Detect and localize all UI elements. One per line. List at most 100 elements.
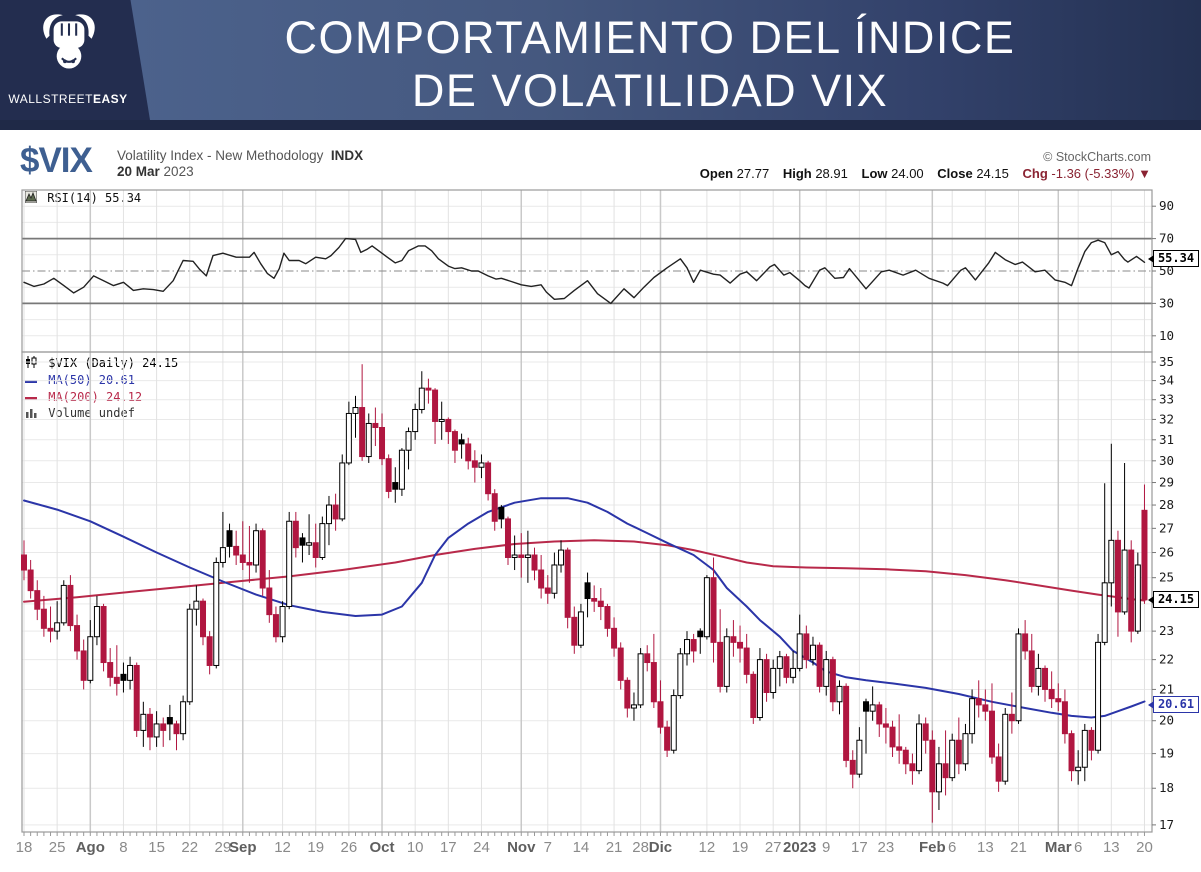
rsi-value-callout: 55.34 — [1148, 250, 1199, 267]
date-axis-label: 6 — [1074, 839, 1082, 856]
page-title: COMPORTAMIENTO DEL ÍNDICE DE VOLATILIDAD… — [150, 12, 1150, 117]
date-axis-label: 25 — [49, 839, 66, 856]
date-axis-label: 29 — [215, 839, 232, 856]
rsi-axis-label: 30 — [1159, 295, 1174, 310]
exchange-label: INDX — [330, 148, 364, 163]
date-axis-label: 6 — [948, 839, 956, 856]
banner-bottom-strip — [0, 120, 1201, 130]
chart-plot: 35 34 33 32 31 30 29 28 27 26 25 24 23 22 21 20 19 18 17 90… — [16, 189, 1174, 856]
low-label: Low — [861, 166, 888, 181]
date-axis-label: 23 — [878, 839, 895, 856]
date-axis-label: 10 — [407, 839, 424, 856]
ma50-legend-text: MA(50) 20.61 — [48, 373, 135, 387]
price-axis-label: 33 — [1159, 392, 1174, 407]
rsi-legend-text: RSI(14) 55.34 — [47, 191, 142, 205]
price-axis-label: 27 — [1159, 520, 1174, 535]
rsi-axis-label: 70 — [1159, 231, 1174, 246]
date-axis-label: Feb — [919, 839, 946, 856]
stockcharts-watermark: © StockCharts.com — [1043, 150, 1151, 164]
date-axis-label: 26 — [341, 839, 358, 856]
change-value: -1.36 (-5.33%) — [1051, 166, 1135, 181]
date-axis-label: 21 — [606, 839, 623, 856]
date-axis-label: Nov — [507, 839, 536, 856]
price-axis-label: 20 — [1159, 713, 1174, 728]
price-axis-label: 29 — [1159, 475, 1174, 490]
ma200-legend: MA(200) 24.12 — [25, 390, 142, 404]
change-label: Chg — [1022, 166, 1048, 181]
price-axis-label: 30 — [1159, 453, 1174, 468]
date-axis-label: 28 — [632, 839, 649, 856]
rsi-axis-label: 90 — [1159, 198, 1174, 213]
date-axis-label: Oct — [370, 839, 395, 856]
brand-name: WALLSTREETEASY — [0, 92, 136, 106]
chart-date-year: 2023 — [163, 164, 194, 179]
date-axis-label: 14 — [573, 839, 590, 856]
price-axis-label: 21 — [1159, 681, 1174, 696]
date-axis-label: 24 — [473, 839, 490, 856]
volume-legend-text: Volume undef — [48, 406, 135, 420]
rsi-legend: RSI(14) 55.34 — [24, 190, 142, 205]
chart-date-day: 20 Mar — [117, 164, 160, 179]
date-axis-label: 17 — [851, 839, 868, 856]
date-axis-label: 12 — [274, 839, 291, 856]
date-axis-label: 7 — [544, 839, 552, 856]
price-axis-label: 31 — [1159, 432, 1174, 447]
price-axis-label: 19 — [1159, 746, 1174, 761]
brand-name-accent: EASY — [92, 92, 128, 106]
last-price-callout: 24.15 — [1148, 591, 1199, 608]
low-value: 24.00 — [891, 166, 924, 181]
price-axis-label: 35 — [1159, 354, 1174, 369]
date-axis-label: Ago — [76, 839, 105, 856]
date-axis-label: 12 — [699, 839, 716, 856]
price-axis-label: 22 — [1159, 652, 1174, 667]
instrument-description: Volatility Index - New Methodology INDX — [117, 148, 363, 163]
date-axis-label: 9 — [822, 839, 830, 856]
open-label: Open — [699, 166, 734, 181]
price-axis-label: 25 — [1159, 570, 1174, 585]
banner: COMPORTAMIENTO DEL ÍNDICE DE VOLATILIDAD… — [0, 0, 1201, 130]
price-axis-label: 26 — [1159, 545, 1174, 560]
ma200-line — [23, 539, 1146, 603]
chart-date: 20 Mar 2023 — [117, 164, 194, 179]
price-axis-label: 32 — [1159, 411, 1174, 426]
date-axis-label: 13 — [1103, 839, 1120, 856]
close-label: Close — [937, 166, 973, 181]
date-axis-label: 22 — [181, 839, 198, 856]
price-axis-label: 18 — [1159, 780, 1174, 795]
date-axis-label: 2023 — [783, 839, 816, 856]
date-axis-label: 17 — [440, 839, 457, 856]
brand-name-main: WALLSTREET — [8, 92, 93, 106]
date-axis-label: 20 — [1136, 839, 1153, 856]
rsi-line — [23, 237, 1146, 305]
price-axis-label: 23 — [1159, 623, 1174, 638]
price-legend-text: $VIX (Daily) 24.15 — [48, 356, 179, 370]
price-axis-label: 28 — [1159, 497, 1174, 512]
date-axis-label: Sep — [229, 839, 257, 856]
close-value: 24.15 — [976, 166, 1009, 181]
ticker-symbol: $VIX — [20, 141, 93, 180]
date-axis-label: 18 — [16, 839, 33, 856]
description-text: Volatility Index - New Methodology — [117, 148, 324, 163]
price-axis-label: 34 — [1159, 373, 1174, 388]
ma50-legend: MA(50) 20.61 — [25, 373, 135, 387]
ma200-line-icon — [25, 397, 37, 400]
bull-icon — [43, 14, 95, 69]
date-axis-label: 13 — [977, 839, 994, 856]
date-axis-label: Mar — [1045, 839, 1072, 856]
date-axis-label: Dic — [649, 839, 672, 856]
rsi-axis-label: 10 — [1159, 328, 1174, 343]
title-line-2: DE VOLATILIDAD VIX — [411, 64, 889, 116]
date-axis-label: 21 — [1010, 839, 1027, 856]
price-panel-border — [21, 351, 1153, 833]
ma50-line-icon — [25, 380, 37, 383]
high-label: High — [782, 166, 812, 181]
date-axis-label: 19 — [732, 839, 749, 856]
ma50-value-callout: 20.61 — [1148, 696, 1199, 713]
title-line-1: COMPORTAMIENTO DEL ÍNDICE — [284, 12, 1016, 63]
quote-summary: Open 27.77 High 28.91 Low 24.00 Close 24… — [690, 166, 1151, 181]
price-axis-label: 17 — [1159, 817, 1174, 832]
open-value: 27.77 — [736, 166, 770, 181]
date-axis-label: 8 — [119, 839, 127, 856]
volume-legend: Volume undef — [25, 406, 135, 420]
